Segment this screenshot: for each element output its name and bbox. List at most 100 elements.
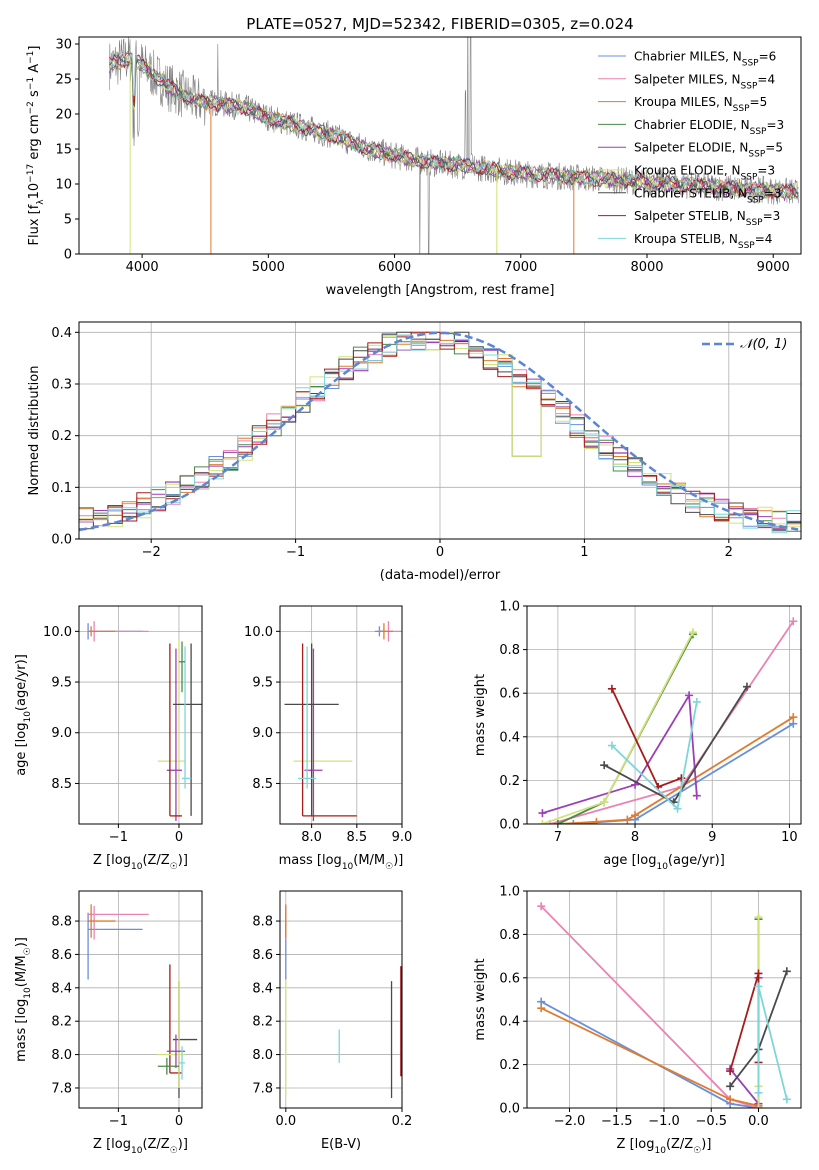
label-part: 10 [654,1146,666,1156]
label-part: SSP [741,173,758,183]
x-tick-label: 7000 [504,260,537,275]
model-spectrum-line [108,52,799,201]
weight-marker [673,804,682,813]
residual-histogram [79,334,801,534]
label-part: =5 [750,95,768,109]
label-part: )] [14,937,29,947]
legend-label: Kroupa ELODIE, NSSP=3 [634,164,775,183]
y-tick-label: 8.5 [51,777,72,792]
y-tick-label: 8.6 [252,948,273,963]
gaussian-curve [79,331,799,532]
weight-marker [685,691,694,700]
weight-marker [538,809,547,818]
label-part: SSP [741,81,758,91]
x-tick-label: 8.0 [301,830,322,845]
y-axis-label: mass [log10(M/M☉)] [14,937,33,1062]
label-part: 10 [23,987,33,999]
label-part: ☉ [170,1146,178,1156]
legend-label: Chabrier MILES, NSSP=6 [634,50,776,69]
y-tick-label: 10.0 [43,625,72,640]
label-part: −1 [26,77,36,90]
weight-vs-z-axes: −2.0 −1.5 −1.0 −0.5 0.0 0.0 0.2 0.4 0.6 0.8 1.0 Z [… [473,885,802,1156]
label-part: 10 [656,862,668,872]
weight-vs-z-axes-lines [537,902,791,1108]
spectrum-axes: 4000 5000 6000 7000 8000 9000 0 5 10 15 20 25 30 wave… [26,36,802,298]
label-part: =3 [766,118,784,132]
y-tick-label: 10.0 [244,625,273,640]
legend-label: Salpeter MILES, NSSP=4 [634,72,775,91]
y-tick-label: 5 [64,213,72,228]
age-vs-z-axes: −1 08.59.09.510.0Z [log10(Z/Z☉)]age [log1… [14,605,203,872]
x-axis-label: Z [log10(Z/Z☉)] [93,853,188,872]
x-tick-label: 10 [781,830,798,845]
y-tick-label: 25 [55,73,72,88]
x-tick-label: −2 [142,545,161,560]
weight-marker [600,761,609,770]
y-tick-label: 15 [55,143,72,158]
y-tick-label: 0.0 [51,533,72,548]
label-part: Chabrier ELODIE, N [634,118,750,132]
weight-marker [537,902,546,911]
weight-marker [742,682,751,691]
weight-line [557,633,694,824]
x-tick-label: 0.2 [392,1114,413,1129]
legend-label: 𝒩(0, 1) [740,337,787,352]
y-tick-label: 1.0 [499,885,520,900]
weight-marker [677,774,686,783]
histograms [79,331,801,534]
label-part: Z [log [617,1137,655,1152]
weight-line [611,688,682,789]
y-tick-label: 9.0 [252,726,273,741]
label-part: λ [36,199,46,205]
x-tick-label: 8000 [630,260,663,275]
axes-frame [78,321,802,540]
age-vs-mass-axes: 8.0 8.5 9.0 8.5 9.0 9.5 10.0 mass [log10(M/M☉)] [244,605,412,872]
model-spectrum-line [108,54,799,201]
residual-axes: −2 −1 0 1 2 0.0 0.1 0.2 0.3 0.4 (data-model)/error… [27,321,802,583]
weight-line [540,905,759,1108]
label-part: Flux [f [27,204,42,245]
x-tick-label: 0 [436,545,444,560]
weight-vs-age-axes-lines [538,617,798,824]
age-vs-z-axes-points [87,621,202,821]
label-part: Kroupa STELIB, N [634,232,738,246]
weight-marker [553,820,562,824]
legend-label: Kroupa MILES, NSSP=5 [634,95,767,114]
y-tick-label: 20 [55,108,72,123]
label-part: A [27,64,42,77]
y-tick-label: 8.4 [51,981,72,996]
y-tick-label: 8.6 [51,948,72,963]
x-tick-label: 9000 [757,260,790,275]
weight-marker [754,969,763,978]
weight-marker [623,815,632,824]
label-part: SSP [738,241,755,251]
label-part: age [log [14,723,29,776]
legend-label: Salpeter STELIB, NSSP=3 [634,209,780,228]
y-tick-label: 0.4 [499,730,520,745]
x-tick-label: −2.0 [554,1114,586,1129]
weight-marker [726,1067,735,1076]
y-tick-label: 0 [64,248,72,263]
age-vs-mass-axes-points [284,621,402,822]
x-tick-label: −1.0 [648,1114,680,1129]
weight-marker [754,1104,763,1108]
y-tick-label: 0.2 [499,1058,520,1073]
label-part: −2 [26,101,36,114]
x-tick-label: −1 [109,1114,128,1129]
x-tick-label: 2 [725,545,733,560]
weight-marker [782,1095,791,1104]
y-tick-label: 0.4 [51,326,72,341]
spectrum-lines [108,37,799,254]
label-part: =4 [757,72,775,86]
weight-marker [692,791,701,800]
weight-marker [600,798,609,807]
y-tick-label: 0.0 [499,818,520,833]
x-axis-label: E(B-V) [321,1137,361,1152]
y-tick-label: 9.0 [51,726,72,741]
axes-frame [526,890,802,1109]
label-part: )] [178,853,188,868]
label-part: mass [log [14,999,29,1062]
label-part: Chabrier STELIB, N [634,186,747,200]
